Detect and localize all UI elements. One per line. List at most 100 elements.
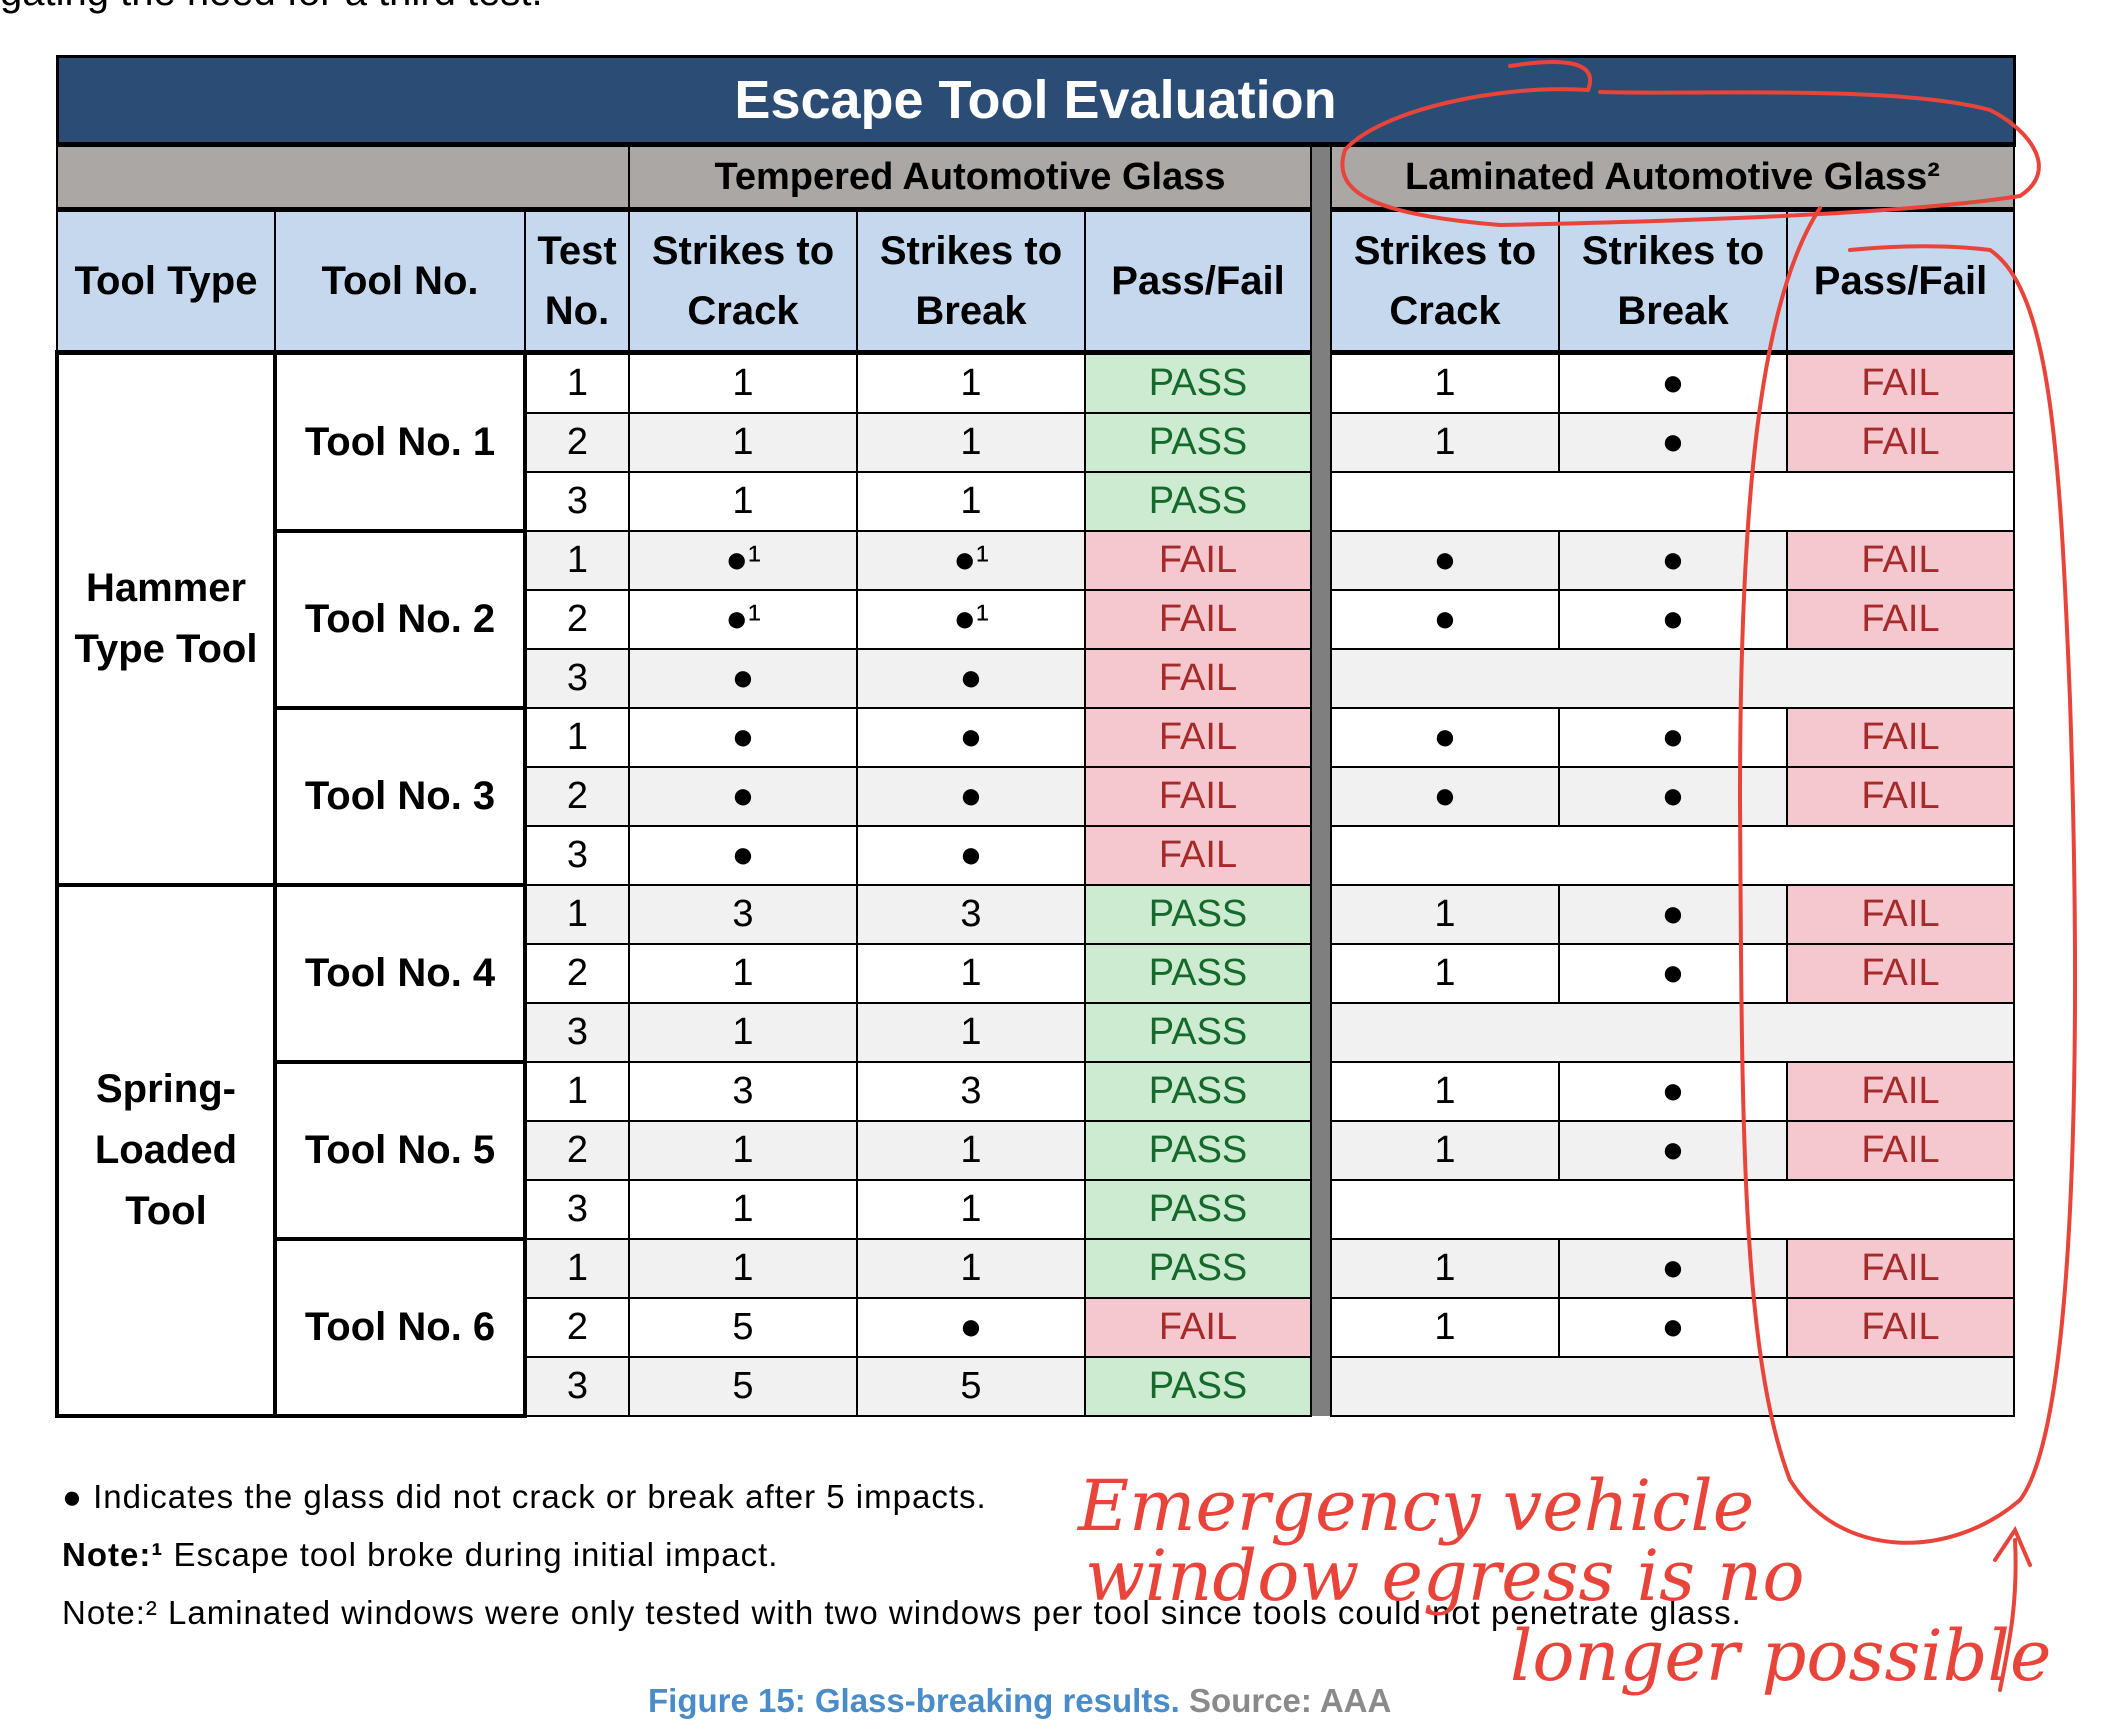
laminated-strikes-crack-cell: 1 (1330, 351, 1560, 414)
laminated-strikes-break-cell: ● (1558, 943, 1788, 1004)
tempered-strikes-break-cell: ● (856, 648, 1086, 709)
handwriting-line-1: Emergency vehicle (1078, 1465, 1755, 1547)
tempered-strikes-crack-cell: ●¹ (628, 530, 858, 591)
tempered-strikes-crack-cell: 3 (628, 1061, 858, 1122)
laminated-strikes-break-cell: ● (1558, 884, 1788, 945)
tempered-strikes-break-cell: 5 (856, 1356, 1086, 1417)
tempered-strikes-break-cell: 1 (856, 1120, 1086, 1181)
test-no-cell: 3 (524, 1179, 630, 1240)
laminated-strikes-crack-cell: ● (1330, 589, 1560, 650)
group-separator (1310, 144, 1332, 210)
header-separator (1310, 209, 1332, 353)
column-separator (1310, 531, 1332, 590)
figure-label: Figure 15: Glass-breaking results. (648, 1682, 1180, 1719)
tool-name: Tool No. 2 (273, 529, 527, 710)
tempered-strikes-break-cell: ●¹ (856, 530, 1086, 591)
tempered-pass-fail-cell: PASS (1084, 943, 1312, 1004)
laminated-strikes-crack-cell: 1 (1330, 884, 1560, 945)
laminated-strikes-crack-cell: 1 (1330, 1238, 1560, 1299)
tempered-pass-fail-cell: PASS (1084, 884, 1312, 945)
laminated-strikes-break-cell: ● (1558, 1061, 1788, 1122)
column-separator (1310, 826, 1332, 885)
dot-note: ● Indicates the glass did not crack or b… (62, 1478, 987, 1515)
ink-arrow (1993, 1525, 2032, 1692)
tempered-strikes-crack-cell: ● (628, 825, 858, 886)
tempered-pass-fail-cell: PASS (1084, 351, 1312, 414)
column-separator (1310, 767, 1332, 826)
column-separator (1310, 944, 1332, 1003)
group-header-laminated: Laminated Automotive Glass² (1330, 143, 2015, 212)
laminated-strikes-crack-cell: 1 (1330, 1297, 1560, 1358)
tempered-strikes-crack-cell: 1 (628, 943, 858, 1004)
tempered-strikes-break-cell: ● (856, 766, 1086, 827)
header-tool-type: Tool Type (56, 208, 276, 355)
intro-fragment: gating the need for a third test. (0, 0, 543, 15)
tempered-pass-fail-cell: FAIL (1084, 825, 1312, 886)
column-separator (1310, 1239, 1332, 1298)
tempered-strikes-break-cell: 1 (856, 471, 1086, 532)
tempered-strikes-break-cell: ● (856, 1297, 1086, 1358)
column-separator (1310, 1357, 1332, 1416)
table-row: 3 ● ● FAIL (57, 825, 2015, 886)
laminated-strikes-crack-cell: 1 (1330, 1061, 1560, 1122)
test-no-cell: 1 (524, 530, 630, 591)
tempered-strikes-break-cell: 1 (856, 1179, 1086, 1240)
laminated-not-tested-cell (1330, 471, 2015, 532)
test-no-cell: 2 (524, 1120, 630, 1181)
test-no-cell: 1 (524, 1061, 630, 1122)
header-laminated-strikes-break: Strikes to Break (1558, 208, 1788, 355)
table-row: 2 5 ● FAIL 1 ● FAIL (57, 1297, 2015, 1358)
header-test-no: Test No. (524, 208, 630, 355)
laminated-pass-fail-cell: FAIL (1786, 1297, 2015, 1358)
column-separator (1310, 1003, 1332, 1062)
test-no-cell: 2 (524, 412, 630, 473)
tempered-strikes-crack-cell: 1 (628, 412, 858, 473)
tempered-strikes-break-cell: ● (856, 707, 1086, 768)
note-1: Note:¹ Escape tool broke during initial … (62, 1536, 779, 1573)
column-separator (1310, 885, 1332, 944)
test-no-cell: 1 (524, 1238, 630, 1299)
laminated-pass-fail-cell: FAIL (1786, 1238, 2015, 1299)
handwriting-line-3: longer possible (1510, 1615, 2052, 1697)
table-row: Spring- Loaded Tool Tool No. 4 1 3 3 PASS 1 ● FAIL (55, 883, 2015, 1418)
tool-type-spring-loaded: Spring- Loaded Tool (55, 883, 277, 1418)
column-separator (1310, 590, 1332, 649)
laminated-strikes-crack-cell: ● (1330, 530, 1560, 591)
tempered-strikes-break-cell: 1 (856, 351, 1086, 414)
tempered-pass-fail-cell: PASS (1084, 1002, 1312, 1063)
tempered-pass-fail-cell: FAIL (1084, 707, 1312, 768)
column-separator (1310, 708, 1332, 767)
tool-name: Tool No. 6 (273, 1237, 527, 1418)
column-separator (1310, 1180, 1332, 1239)
table-row: 2 ●¹ ●¹ FAIL ● ● FAIL (57, 589, 2015, 650)
test-no-cell: 3 (524, 648, 630, 709)
tempered-pass-fail-cell: PASS (1084, 1061, 1312, 1122)
laminated-pass-fail-cell: FAIL (1786, 1120, 2015, 1181)
table-row: Tool No. 2 1 ●¹ ●¹ FAIL ● ● FAIL (57, 529, 2015, 710)
column-separator (1310, 649, 1332, 708)
laminated-strikes-break-cell: ● (1558, 412, 1788, 473)
handwriting-line-2: window egress is no (1085, 1535, 1805, 1617)
laminated-strikes-crack-cell: 1 (1330, 412, 1560, 473)
header-tempered-pass-fail: Pass/Fail (1084, 208, 1312, 355)
header-tempered-strikes-crack: Strikes to Crack (628, 208, 858, 355)
escape-tool-table: Escape Tool Evaluation Tempered Automoti… (55, 55, 2016, 1418)
group-header-blank (56, 143, 630, 212)
tempered-pass-fail-cell: FAIL (1084, 766, 1312, 827)
table-row: 3 1 1 PASS (57, 1179, 2015, 1240)
test-no-cell: 2 (524, 589, 630, 650)
table-row: 2 1 1 PASS 1 ● FAIL (57, 1120, 2015, 1181)
laminated-strikes-crack-cell: ● (1330, 766, 1560, 827)
header-tool-no: Tool No. (274, 208, 526, 355)
header-laminated-pass-fail: Pass/Fail (1786, 208, 2015, 355)
laminated-pass-fail-cell: FAIL (1786, 530, 2015, 591)
tempered-strikes-crack-cell: 3 (628, 884, 858, 945)
laminated-strikes-break-cell: ● (1558, 530, 1788, 591)
tempered-strikes-break-cell: 3 (856, 884, 1086, 945)
tempered-pass-fail-cell: FAIL (1084, 648, 1312, 709)
laminated-not-tested-cell (1330, 1179, 2015, 1240)
tool-type-hammer: Hammer Type Tool (55, 350, 277, 887)
test-no-cell: 1 (524, 707, 630, 768)
laminated-pass-fail-cell: FAIL (1786, 351, 2015, 414)
